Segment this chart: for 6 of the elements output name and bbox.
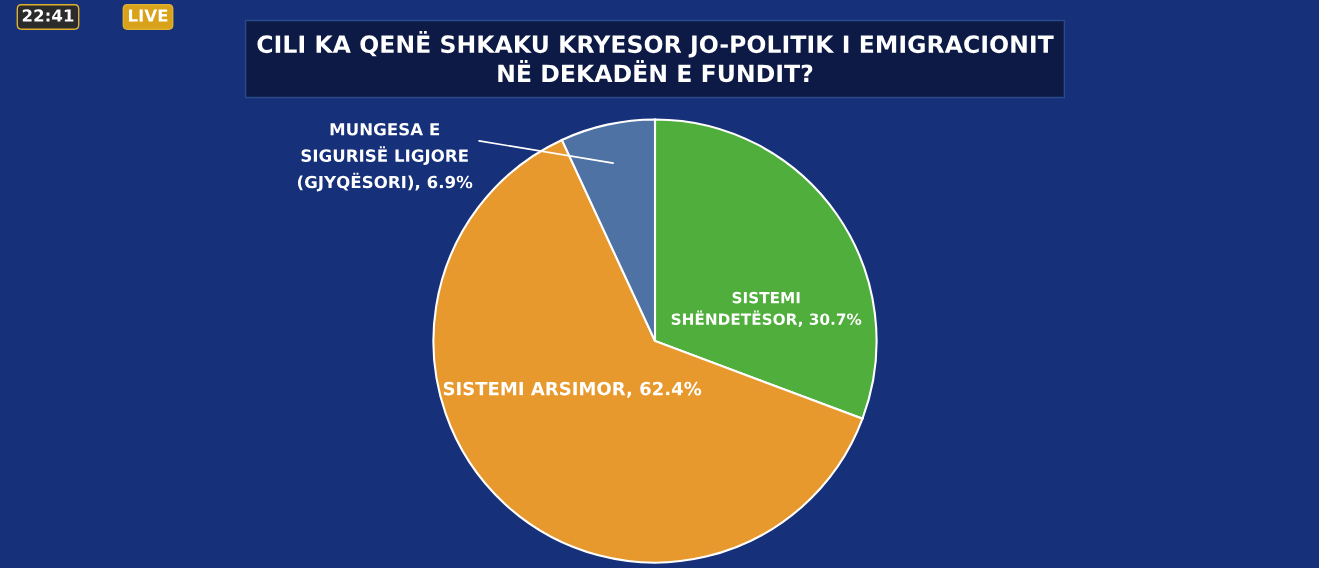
chart-title: CILI KA QENË SHKAKU KRYESOR JO-POLITIK I EMIGRACIONIT NË DEKADËN E FUNDIT? — [257, 30, 1054, 83]
text: LIVE — [128, 9, 168, 22]
slice-label: MUNGESA E SIGURISË LIGJORE (GJYQËSORI), 6.9% — [297, 122, 473, 192]
slice-label: SISTEMI SHËNDETËSOR, 30.7% — [671, 291, 862, 327]
text: 22:41 — [22, 9, 74, 22]
slice-label: SISTEMI ARSIMOR, 62.4% — [443, 381, 702, 398]
